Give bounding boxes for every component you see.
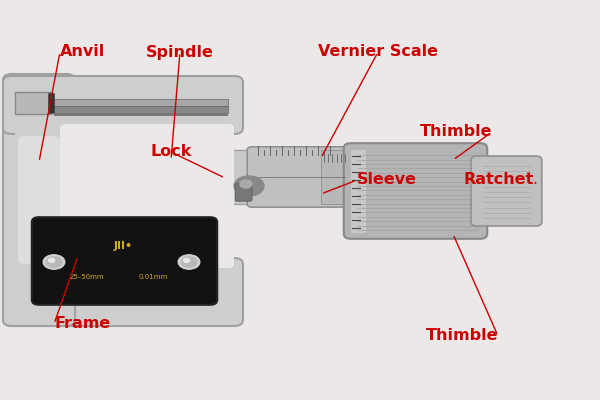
Circle shape bbox=[184, 258, 190, 262]
Circle shape bbox=[240, 180, 252, 188]
Text: Ratchet: Ratchet bbox=[464, 172, 534, 188]
FancyBboxPatch shape bbox=[48, 93, 54, 113]
FancyBboxPatch shape bbox=[54, 106, 228, 113]
Text: Vernier Scale: Vernier Scale bbox=[318, 44, 438, 60]
FancyBboxPatch shape bbox=[15, 82, 60, 312]
FancyBboxPatch shape bbox=[18, 136, 60, 264]
FancyBboxPatch shape bbox=[247, 147, 350, 207]
FancyBboxPatch shape bbox=[235, 184, 252, 201]
FancyBboxPatch shape bbox=[3, 76, 243, 134]
FancyBboxPatch shape bbox=[471, 156, 542, 226]
Text: Anvil: Anvil bbox=[60, 44, 105, 60]
FancyBboxPatch shape bbox=[54, 99, 228, 106]
Text: 0.01mm: 0.01mm bbox=[139, 274, 167, 280]
FancyBboxPatch shape bbox=[3, 258, 243, 326]
Text: Thimble: Thimble bbox=[425, 328, 498, 344]
FancyBboxPatch shape bbox=[15, 92, 51, 114]
FancyBboxPatch shape bbox=[351, 150, 366, 233]
Text: Sleeve: Sleeve bbox=[357, 172, 417, 188]
Text: Frame: Frame bbox=[54, 316, 110, 332]
FancyBboxPatch shape bbox=[321, 150, 354, 204]
FancyBboxPatch shape bbox=[54, 113, 228, 116]
Text: Spindle: Spindle bbox=[146, 44, 214, 60]
Text: Thimble: Thimble bbox=[419, 124, 492, 140]
Circle shape bbox=[181, 257, 197, 267]
Circle shape bbox=[49, 258, 55, 262]
Circle shape bbox=[178, 255, 200, 269]
FancyBboxPatch shape bbox=[344, 143, 487, 239]
FancyBboxPatch shape bbox=[60, 124, 234, 268]
Circle shape bbox=[234, 176, 264, 196]
FancyBboxPatch shape bbox=[32, 217, 217, 305]
FancyBboxPatch shape bbox=[3, 74, 75, 326]
Circle shape bbox=[46, 257, 62, 267]
Text: JII•: JII• bbox=[113, 241, 133, 251]
Text: Lock: Lock bbox=[151, 144, 191, 160]
Text: 25–50mm: 25–50mm bbox=[70, 274, 104, 280]
Circle shape bbox=[43, 255, 65, 269]
FancyBboxPatch shape bbox=[198, 150, 258, 204]
